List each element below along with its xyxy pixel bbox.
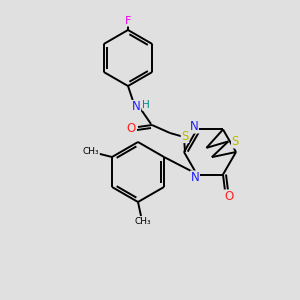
Text: H: H	[142, 100, 150, 110]
Text: N: N	[190, 171, 200, 184]
Text: O: O	[126, 122, 136, 134]
Text: F: F	[125, 16, 131, 26]
Text: S: S	[181, 130, 189, 142]
Text: O: O	[224, 190, 234, 203]
Text: CH₃: CH₃	[135, 218, 151, 226]
Text: CH₃: CH₃	[83, 148, 99, 157]
Text: N: N	[132, 100, 140, 113]
Text: N: N	[190, 120, 198, 133]
Text: S: S	[232, 135, 239, 148]
